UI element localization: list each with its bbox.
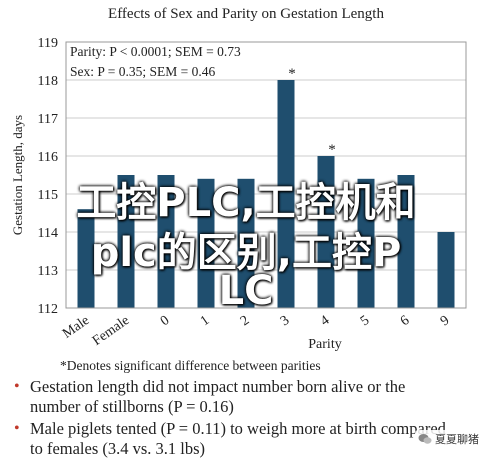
x-tick-label: 6 (398, 313, 412, 329)
y-axis-label: Gestation Length, days (10, 115, 25, 235)
stats-parity: Parity: P < 0.0001; SEM = 0.73 (70, 44, 241, 59)
x-tick-label: Female (90, 313, 132, 349)
bullet-item: • Male piglets tented (P = 0.11) to weig… (14, 419, 484, 459)
bullet-text: to females (3.4 vs. 3.1 lbs) (30, 439, 206, 458)
x-tick-label: 4 (318, 313, 332, 329)
significance-marker: * (288, 66, 296, 82)
overlay-text-line-2: plc的区别,工控P (90, 230, 402, 276)
x-tick-label: 1 (198, 313, 212, 329)
y-tick-label: 112 (38, 302, 58, 317)
y-tick-label: 115 (38, 188, 58, 203)
x-tick-label: 0 (158, 313, 172, 329)
bar (357, 178, 375, 308)
y-tick-label: 116 (38, 150, 58, 165)
bullet-text: number of stillborns (P = 0.16) (30, 397, 234, 416)
bullet-item: • Gestation length did not impact number… (14, 377, 484, 417)
significance-marker: * (328, 142, 336, 158)
bullet-list: • Gestation length did not impact number… (14, 377, 484, 461)
bar (237, 178, 255, 308)
bar (437, 232, 455, 308)
bar (397, 175, 415, 308)
x-axis-label: Parity (308, 337, 341, 352)
bullet-dot-icon: • (14, 420, 20, 437)
bar (317, 156, 335, 308)
bar (197, 178, 215, 308)
x-tick-label: 3 (278, 313, 292, 329)
x-tick-label: 9 (438, 313, 452, 329)
y-tick-label: 114 (38, 226, 58, 241)
watermark: 夏夏聊猪 (415, 430, 482, 448)
overlay-text-line-1: 工控PLC,工控机和 (76, 180, 416, 226)
y-tick-labels: 112 113 114 115 116 117 118 119 (38, 36, 58, 317)
x-tick-label: Male (60, 313, 92, 342)
bullet-text: Gestation length did not impact number b… (30, 377, 406, 396)
stats-sex: Sex: P = 0.35; SEM = 0.46 (70, 64, 215, 79)
overlay-text-line-3: LC (218, 268, 274, 314)
y-tick-label: 117 (38, 112, 58, 127)
y-tick-label: 118 (38, 74, 58, 89)
bullet-text: Male piglets tented (P = 0.11) to weigh … (30, 419, 446, 438)
plot-frame (65, 41, 467, 309)
wechat-icon (418, 434, 432, 444)
watermark-text: 夏夏聊猪 (435, 433, 479, 446)
bar (277, 80, 295, 308)
bar (117, 175, 135, 308)
bar (77, 209, 95, 308)
bullet-dot-icon: • (14, 378, 20, 395)
bar (157, 175, 175, 308)
chart-title: Effects of Sex and Parity on Gestation L… (108, 6, 384, 22)
y-tick-label: 113 (38, 264, 58, 279)
y-tick-label: 119 (38, 36, 58, 51)
footnote: *Denotes significant difference between … (60, 358, 321, 373)
x-tick-label: 5 (358, 313, 372, 329)
bars (77, 80, 455, 308)
bar-chart: Effects of Sex and Parity on Gestation L… (10, 6, 467, 373)
x-tick-label: 2 (238, 313, 252, 329)
significance-markers: ** (288, 66, 336, 158)
